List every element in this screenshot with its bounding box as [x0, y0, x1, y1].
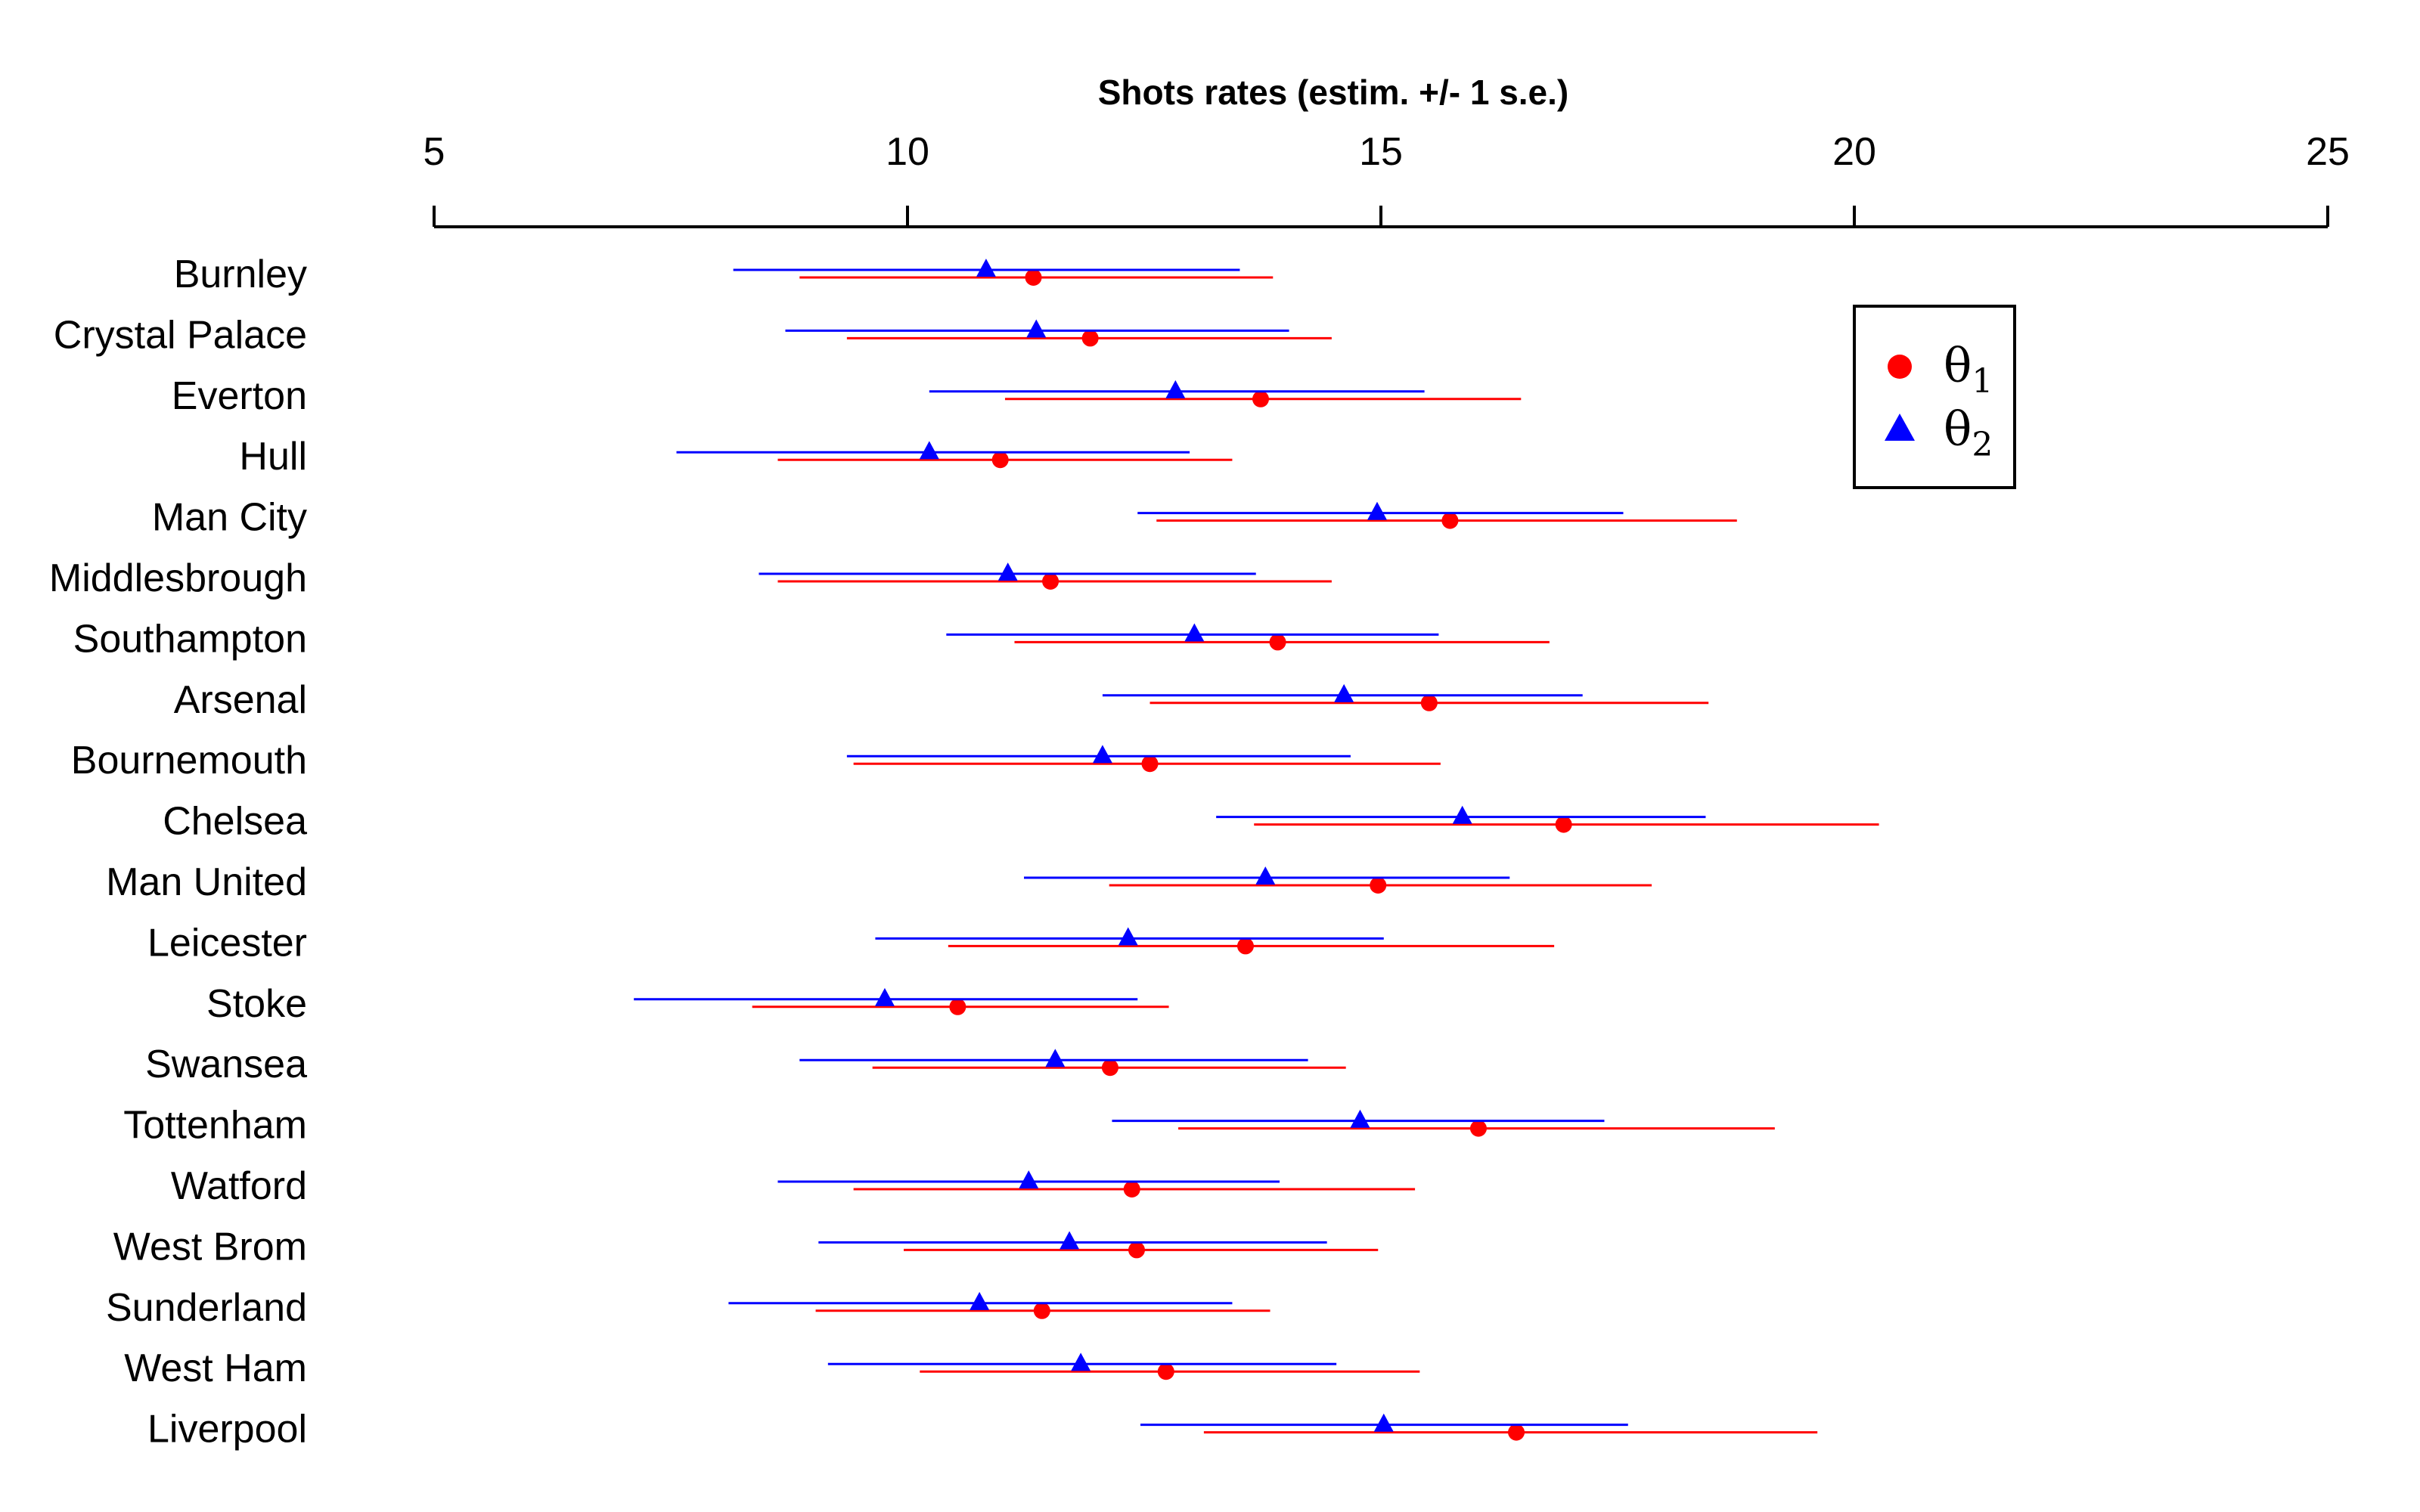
theta1-point	[1269, 634, 1286, 651]
theta1-point	[1042, 573, 1060, 590]
theta1-point	[1441, 512, 1459, 529]
theta2-point	[1255, 866, 1276, 885]
theta2-point	[1071, 1352, 1091, 1371]
category-label: Burnley	[174, 253, 307, 296]
category-label: Chelsea	[163, 800, 307, 844]
theta1-point	[1508, 1424, 1525, 1441]
theta2-point	[1367, 501, 1387, 520]
theta2-point	[1019, 1170, 1039, 1189]
theta2-point	[1026, 319, 1047, 338]
category-labels: Burnley Crystal Palace Everton Hull Man City…	[49, 253, 307, 1452]
theta1-point	[991, 451, 1009, 469]
x-tick-label: 5	[424, 130, 445, 174]
category-label: Bournemouth	[71, 739, 307, 782]
x-tick-label: 20	[1832, 130, 1876, 174]
theta2-point	[1334, 683, 1354, 702]
theta1-point	[1236, 937, 1254, 955]
category-label: Tottenham	[123, 1104, 307, 1148]
x-axis: 5 10 15 20 25	[424, 130, 2350, 228]
category-label: West Brom	[113, 1225, 307, 1269]
theta2-point	[976, 259, 996, 277]
category-label: Swansea	[145, 1043, 307, 1086]
category-label: Man City	[152, 496, 307, 540]
theta1-point	[1081, 330, 1099, 347]
category-label: Southampton	[73, 617, 307, 661]
x-tick-label: 25	[2306, 130, 2350, 174]
theta1-point	[1555, 816, 1572, 833]
theta1-point	[1370, 877, 1387, 894]
category-label: Arsenal	[174, 678, 307, 722]
theta1-point	[1101, 1059, 1118, 1077]
theta2-point	[1165, 380, 1186, 398]
legend-triangle-marker	[1885, 414, 1915, 441]
category-label: Man United	[106, 860, 307, 904]
x-tick-label: 15	[1359, 130, 1403, 174]
theta2-point	[970, 1291, 990, 1310]
theta1-point	[1469, 1120, 1487, 1137]
theta2-point	[1452, 805, 1472, 824]
category-label: Watford	[171, 1164, 307, 1208]
theta2-point	[997, 562, 1018, 581]
theta2-point	[1350, 1109, 1370, 1128]
theta1-point	[1025, 269, 1042, 286]
theta1-point	[1252, 390, 1269, 407]
theta1-point	[949, 998, 966, 1015]
theta2-point	[1373, 1413, 1394, 1432]
category-label: Hull	[239, 435, 307, 479]
category-label: Sunderland	[106, 1286, 307, 1330]
category-label: Everton	[172, 374, 307, 418]
theta2-point	[919, 441, 939, 460]
x-tick-label: 10	[886, 130, 929, 174]
category-label: West Ham	[124, 1346, 307, 1390]
theta1-point	[1141, 755, 1159, 773]
chart-title: Shots rates (estim. +/- 1 s.e.)	[1098, 73, 1569, 112]
theta2-point	[1184, 623, 1205, 642]
category-label: Liverpool	[147, 1408, 307, 1452]
category-label: Leicester	[147, 921, 307, 965]
legend-circle-marker	[1888, 355, 1912, 379]
category-label: Middlesbrough	[49, 556, 307, 600]
theta2-point	[1092, 745, 1112, 764]
theta1-point	[1420, 694, 1438, 711]
theta2-point	[874, 987, 895, 1006]
theta2-point	[1118, 927, 1138, 946]
category-label: Crystal Palace	[54, 313, 307, 357]
theta2-point	[1045, 1049, 1066, 1067]
theta1-point	[1123, 1181, 1140, 1198]
theta1-point	[1128, 1241, 1145, 1259]
theta1-point	[1157, 1363, 1174, 1380]
theta2-point	[1060, 1231, 1080, 1250]
legend-box	[1853, 305, 2016, 489]
theta1-point	[1033, 1302, 1050, 1319]
interval-marks	[634, 259, 1879, 1441]
category-label: Stoke	[206, 982, 307, 1026]
